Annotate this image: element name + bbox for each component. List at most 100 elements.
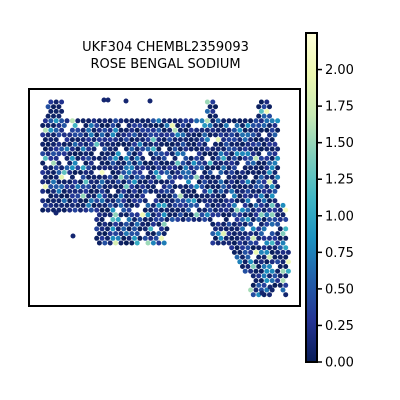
tissue-spot bbox=[142, 179, 148, 185]
tissue-spot bbox=[115, 151, 121, 157]
tissue-spot bbox=[91, 184, 97, 190]
tissue-spot bbox=[275, 249, 281, 255]
tissue-spot bbox=[159, 132, 164, 138]
tissue-spot bbox=[172, 118, 178, 124]
tissue-spot bbox=[277, 226, 283, 232]
tissue-spot bbox=[96, 193, 102, 199]
tissue-spot bbox=[258, 99, 264, 105]
tissue-spot bbox=[275, 165, 281, 171]
tissue-spot bbox=[148, 188, 154, 194]
tissue-spot bbox=[275, 184, 281, 190]
tissue-spot bbox=[180, 151, 186, 157]
tissue-spot bbox=[258, 184, 264, 190]
tissue-spot bbox=[83, 198, 89, 204]
tissue-spot bbox=[240, 151, 245, 157]
colorbar-tick-label: 2.00 bbox=[325, 63, 354, 78]
tissue-spot bbox=[188, 127, 194, 133]
tissue-spot bbox=[234, 245, 240, 251]
tissue-spot bbox=[159, 179, 164, 185]
tissue-spot bbox=[107, 202, 113, 208]
tissue-spot bbox=[80, 174, 86, 180]
tissue-spot bbox=[269, 231, 275, 237]
tissue-spot bbox=[123, 118, 129, 124]
tissue-spot bbox=[199, 174, 205, 180]
tissue-spot bbox=[99, 217, 105, 222]
tissue-spot bbox=[123, 146, 129, 152]
tissue-spot bbox=[161, 137, 167, 143]
tissue-spot bbox=[264, 155, 270, 161]
tissue-spot bbox=[156, 146, 162, 152]
tissue-spot bbox=[78, 141, 83, 147]
tissue-spot bbox=[137, 151, 143, 157]
tissue-spot bbox=[48, 193, 54, 199]
tissue-spot bbox=[177, 193, 183, 199]
tissue-spot bbox=[132, 123, 137, 128]
tissue-spot bbox=[153, 217, 159, 222]
tissue-spot bbox=[134, 174, 140, 180]
tissue-spot bbox=[242, 127, 248, 133]
tissue-spot bbox=[40, 188, 46, 194]
tissue-spot bbox=[253, 278, 259, 284]
tissue-spot bbox=[107, 155, 113, 161]
tissue-spot bbox=[150, 174, 156, 180]
tissue-spot bbox=[250, 282, 256, 288]
tissue-spot bbox=[102, 184, 108, 190]
colorbar-tick-label: 0.00 bbox=[325, 356, 354, 371]
tissue-spot bbox=[69, 118, 75, 124]
tissue-spot bbox=[102, 146, 108, 152]
tissue-spot bbox=[237, 259, 243, 265]
tissue-spot bbox=[240, 179, 245, 185]
tissue-spot bbox=[53, 108, 59, 114]
tissue-spot bbox=[188, 146, 194, 152]
tissue-spot bbox=[159, 170, 164, 175]
tissue-spot bbox=[242, 259, 248, 265]
tissue-spot bbox=[137, 235, 143, 241]
tissue-spot bbox=[218, 188, 224, 194]
tissue-spot bbox=[275, 231, 281, 237]
tissue-spot bbox=[153, 170, 159, 175]
tissue-spot bbox=[250, 207, 256, 213]
tissue-spot bbox=[186, 123, 191, 128]
tissue-spot bbox=[256, 264, 262, 269]
tissue-spot bbox=[148, 207, 154, 213]
tissue-spot bbox=[153, 132, 159, 138]
tissue-spot bbox=[129, 174, 135, 180]
tissue-spot bbox=[183, 193, 189, 199]
tissue-spot bbox=[267, 207, 272, 213]
tissue-spot bbox=[53, 118, 59, 124]
tissue-spot bbox=[240, 207, 245, 213]
tissue-spot bbox=[121, 160, 127, 166]
tissue-spot bbox=[140, 118, 146, 124]
tissue-spot bbox=[48, 108, 54, 114]
tissue-spot bbox=[234, 151, 240, 157]
tissue-spot bbox=[218, 160, 224, 166]
tissue-spot bbox=[229, 141, 235, 147]
tissue-spot bbox=[156, 127, 162, 133]
tissue-spot bbox=[272, 141, 278, 147]
tissue-spot bbox=[129, 231, 135, 237]
tissue-spot bbox=[107, 231, 113, 237]
tissue-spot bbox=[107, 118, 113, 124]
tissue-spot bbox=[42, 118, 48, 124]
tissue-spot bbox=[234, 160, 240, 166]
tissue-spot bbox=[261, 245, 267, 251]
tissue-spot bbox=[258, 165, 264, 171]
tissue-spot bbox=[64, 165, 70, 171]
tissue-spot bbox=[45, 123, 51, 128]
tissue-spot bbox=[121, 170, 127, 175]
tissue-spot bbox=[156, 240, 162, 246]
tissue-spot bbox=[226, 174, 232, 180]
tissue-spot bbox=[45, 132, 51, 138]
tissue-spot bbox=[234, 188, 240, 194]
tissue-spot bbox=[53, 155, 59, 161]
tissue-spot bbox=[272, 235, 278, 241]
tissue-spot bbox=[218, 123, 224, 128]
tissue-spot bbox=[202, 188, 208, 194]
tissue-spot bbox=[94, 141, 100, 147]
tissue-spot bbox=[204, 99, 210, 105]
tissue-spot bbox=[207, 207, 213, 213]
tissue-spot bbox=[202, 170, 208, 175]
tissue-spot bbox=[269, 137, 275, 143]
tissue-spot bbox=[121, 132, 127, 138]
tissue-spot bbox=[207, 198, 213, 204]
